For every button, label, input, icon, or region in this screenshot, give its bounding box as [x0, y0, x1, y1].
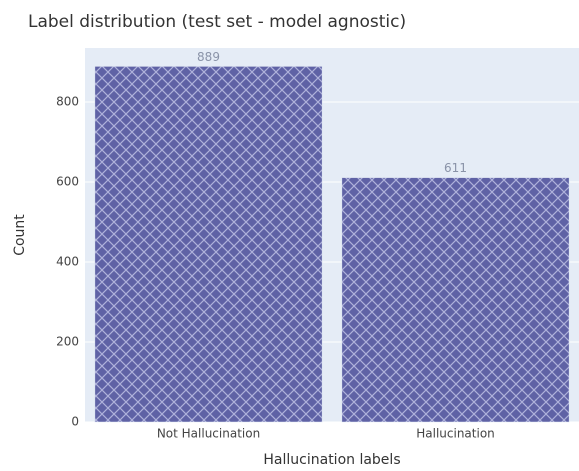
value-label: 611 [444, 161, 467, 175]
y-tick-label: 800 [56, 95, 79, 109]
y-axis-title: Count [12, 214, 28, 256]
x-tick-label: Hallucination [416, 427, 495, 441]
y-tick-label: 600 [56, 175, 79, 189]
value-label: 889 [197, 50, 220, 64]
x-tick-label: Not Hallucination [157, 427, 260, 441]
y-tick-label: 400 [56, 255, 79, 269]
y-tick-label: 0 [71, 415, 79, 429]
bar-pattern [94, 66, 323, 423]
y-tick-label: 200 [56, 335, 79, 349]
bar-pattern [341, 177, 570, 423]
chart-title: Label distribution (test set - model agn… [28, 12, 406, 32]
x-axis-title: Hallucination labels [263, 452, 400, 468]
